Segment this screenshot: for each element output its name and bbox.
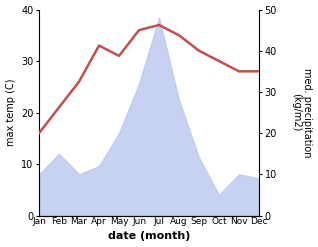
X-axis label: date (month): date (month)	[108, 231, 190, 242]
Y-axis label: max temp (C): max temp (C)	[5, 79, 16, 146]
Y-axis label: med. precipitation
(kg/m2): med. precipitation (kg/m2)	[291, 68, 313, 157]
